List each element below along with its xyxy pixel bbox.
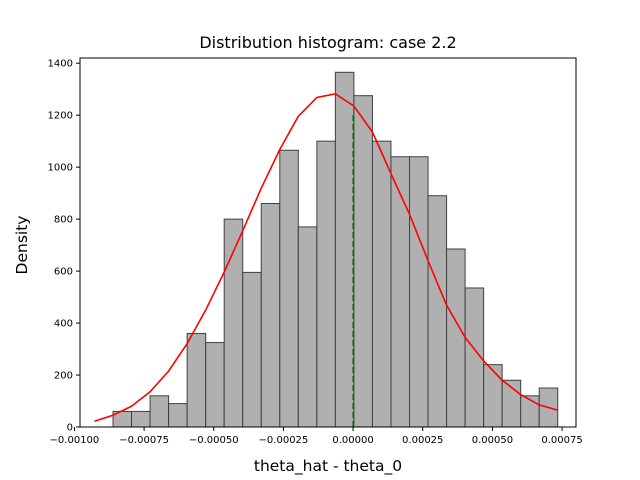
x-tick-label: −0.00075: [119, 435, 169, 446]
histogram-bar: [242, 271, 262, 428]
histogram-bar: [205, 342, 225, 428]
y-tick-label: 1000: [48, 163, 73, 174]
x-tick-label: −0.00050: [189, 435, 239, 446]
histogram-bar: [446, 248, 466, 428]
histogram-bar: [483, 364, 503, 428]
y-tick-label: 1400: [48, 59, 73, 70]
x-tick-label: 0.00000: [332, 435, 373, 446]
y-axis-ticks: 0 200 400 600 800 1000 1200 1400: [48, 59, 80, 434]
x-tick-label: 0.00075: [541, 435, 582, 446]
x-tick-label: −0.00025: [259, 435, 309, 446]
histogram-bar: [149, 395, 170, 428]
histogram-bar: [186, 332, 207, 428]
y-tick-label: 800: [54, 215, 73, 226]
y-tick-label: 0: [67, 423, 73, 434]
y-tick-label: 200: [54, 371, 73, 382]
y-tick-label: 600: [54, 267, 73, 278]
x-tick-label: 0.00050: [472, 435, 513, 446]
histogram-bar: [279, 149, 299, 428]
histogram-bar: [297, 226, 318, 428]
histogram-bar: [168, 403, 188, 428]
fit-curve-group: [94, 93, 558, 423]
x-axis-ticks: −0.00100 −0.00075 −0.00050 −0.00025 0.00000 0…: [50, 427, 583, 446]
histogram-bar: [427, 195, 448, 428]
histogram-bar: [334, 71, 355, 428]
histogram-bar: [353, 95, 373, 428]
y-tick-label: 400: [54, 319, 73, 330]
y-axis-label: Density: [13, 216, 31, 275]
histogram-bar: [409, 156, 429, 428]
histogram-bar: [260, 203, 281, 428]
plot-frame: [79, 57, 577, 428]
histogram-bar: [390, 156, 411, 428]
x-tick-label: −0.00100: [50, 435, 100, 446]
x-tick-label: 0.00025: [402, 435, 443, 446]
histogram-bar: [316, 140, 336, 428]
y-tick-label: 1200: [48, 111, 73, 122]
histogram-bar: [131, 410, 151, 428]
histogram-bar: [371, 140, 392, 428]
chart-title: Distribution histogram: case 2.2: [199, 33, 456, 52]
fit-curve: [94, 93, 558, 423]
x-axis-label: theta_hat - theta_0: [254, 457, 402, 476]
